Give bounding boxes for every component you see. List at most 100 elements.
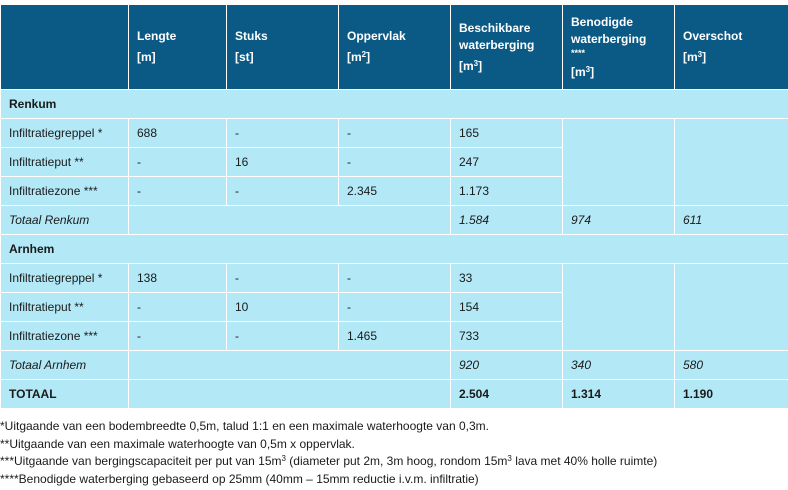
table-row: Infiltratiegreppel * 688 - - 165 [0,118,788,206]
unit-sup: 3 [585,64,591,74]
total-benodigd: 1.314 [562,379,675,409]
total-empty [128,379,451,409]
cell-oppervlak: 2.345 [338,176,451,206]
cell-lengte: 688 [128,118,227,148]
row-label: Infiltratiegreppel * [0,118,129,148]
footnote-3: ***Uitgaande van bergingscapaciteit per … [0,453,788,471]
header-overschot-unit: [m3] [683,49,780,66]
subtotal-benodigd: 340 [562,350,675,380]
cell-beschikbaar: 247 [450,147,563,177]
row-label: Infiltratiegreppel * [0,263,129,293]
group-row-arnhem: Arnhem [0,234,788,264]
table-row: Infiltratieput ** - 10 - 154 [0,292,788,322]
cell-beschikbaar: 33 [450,263,563,293]
header-benodigd-line1: Benodigde [571,14,633,29]
header-oppervlak-label: Oppervlak [347,29,406,43]
header-stuks-label: Stuks [235,29,268,43]
header-benodigd-marker: **** [571,47,586,58]
cell-stuks: - [226,118,339,148]
cell-stuks: 10 [226,292,339,322]
row-label: Infiltratieput ** [0,292,129,322]
table-row: Infiltratiezone *** - - 2.345 1.173 [0,176,788,206]
subtotal-label: Totaal Arnhem [0,350,129,380]
subtotal-row-arnhem: Totaal Arnhem 920 340 580 [0,350,788,380]
unit-text: [m [571,64,586,79]
unit-close: ] [702,50,707,64]
footnote-3-sup-b: 3 [507,454,512,463]
cell-oppervlak: - [338,292,451,322]
subtotal-benodigd: 974 [562,205,675,235]
row-label: Infiltratiezone *** [0,176,129,206]
header-lengte: Lengte [m] [128,4,227,90]
waterberging-table: Lengte [m] Stuks [st] Oppervlak [m2] Bes… [0,4,788,409]
cell-stuks: 16 [226,147,339,177]
group-label: Arnhem [0,234,788,264]
subtotal-beschikbaar: 1.584 [450,205,563,235]
footnote-2: **Uitgaande van een maximale waterhoogte… [0,436,355,451]
subtotal-empty [128,350,451,380]
header-oppervlak: Oppervlak [m2] [338,4,451,90]
header-stuks-unit: [st] [235,50,254,64]
header-lengte-label: Lengte [137,29,177,43]
footnote-1: *Uitgaande van een bodembreedte 0,5m, ta… [0,419,489,433]
cell-beschikbaar: 165 [450,118,563,148]
table-row: Infiltratiezone *** - - 1.465 733 [0,321,788,351]
unit-text: [m [347,50,362,64]
cell-lengte: 138 [128,263,227,293]
total-label: TOTAAL [0,379,129,409]
cell-oppervlak: - [338,118,451,148]
cell-beschikbaar: 1.173 [450,176,563,206]
footnote-3-part-b: (diameter put 2m, 3m hoog, rondom 15m [285,454,508,468]
unit-text: [m [683,50,698,64]
unit-sup: 3 [697,50,703,59]
unit-close: ] [590,64,595,79]
footnotes: *Uitgaande van een bodembreedte 0,5m, ta… [0,418,788,488]
row-label: Infiltratiezone *** [0,321,129,351]
header-oppervlak-unit: [m2] [347,49,442,66]
header-beschikbaar-line2: waterberging [459,37,535,52]
header-overschot: Overschot [m3] [674,4,788,90]
cell-oppervlak: - [338,147,451,177]
cell-oppervlak: 1.465 [338,321,451,351]
footnote-4: ****Benodigde waterberging gebaseerd op … [0,471,479,486]
cell-lengte: - [128,292,227,322]
header-stuks: Stuks [st] [226,4,339,90]
subtotal-label: Totaal Renkum [0,205,129,235]
cell-stuks: - [226,263,339,293]
footnote-3-part-a: ***Uitgaande van bergingscapaciteit per … [0,454,282,468]
cell-oppervlak: - [338,263,451,293]
table-row: Infiltratiegreppel * 138 - - 33 [0,263,788,351]
cell-lengte: - [128,176,227,206]
header-row: Lengte [m] Stuks [st] Oppervlak [m2] Bes… [0,4,788,90]
footnote-3-sup-a: 3 [281,454,286,463]
header-label-col [0,4,129,90]
header-beschikbaar: Beschikbare waterberging [m3] [450,4,563,90]
group-row-renkum: Renkum [0,89,788,119]
subtotal-row-renkum: Totaal Renkum 1.584 974 611 [0,205,788,235]
cell-benodigd-empty [562,118,675,206]
footnote-3-part-c: lava met 40% holle ruimte) [511,454,658,468]
total-row: TOTAAL 2.504 1.314 1.190 [0,379,788,409]
cell-overschot-empty [674,118,788,206]
cell-stuks: - [226,321,339,351]
subtotal-overschot: 580 [674,350,788,380]
header-benodigd-unit: [m3] [571,64,666,81]
header-beschikbaar-unit: [m3] [459,58,554,75]
header-benodigd: Benodigde waterberging **** [m3] [562,4,675,90]
cell-lengte: - [128,321,227,351]
unit-close: ] [366,50,371,64]
group-label: Renkum [0,89,788,119]
header-beschikbaar-line1: Beschikbare [459,20,531,35]
unit-sup: 2 [361,50,367,59]
cell-beschikbaar: 733 [450,321,563,351]
subtotal-beschikbaar: 920 [450,350,563,380]
total-beschikbaar: 2.504 [450,379,563,409]
top-strip [0,0,788,4]
subtotal-overschot: 611 [674,205,788,235]
cell-lengte: - [128,147,227,177]
total-overschot: 1.190 [674,379,788,409]
header-benodigd-line2: waterberging [571,31,647,46]
unit-text: [m [459,58,474,73]
row-label: Infiltratieput ** [0,147,129,177]
subtotal-empty [128,205,451,235]
